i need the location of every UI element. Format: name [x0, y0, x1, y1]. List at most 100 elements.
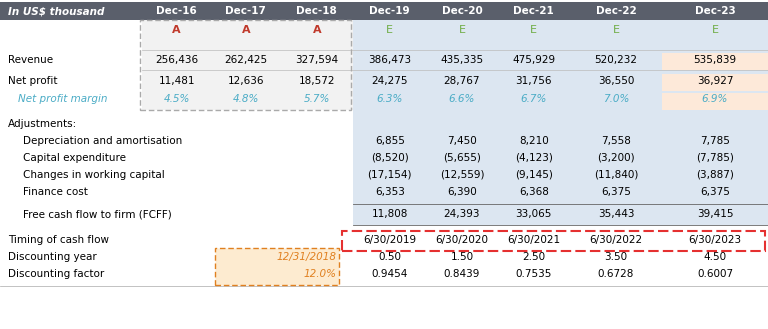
Text: 327,594: 327,594: [295, 55, 339, 65]
Text: 262,425: 262,425: [224, 55, 267, 65]
Text: 6.7%: 6.7%: [521, 94, 547, 104]
Text: 7,558: 7,558: [601, 136, 631, 146]
Text: E: E: [612, 25, 620, 35]
Text: Net profit: Net profit: [8, 76, 57, 86]
Text: 6,353: 6,353: [375, 187, 405, 196]
Text: A: A: [241, 25, 250, 35]
Bar: [142, 20, 353, 110]
Text: Timing of cash flow: Timing of cash flow: [8, 236, 109, 245]
Text: 0.50: 0.50: [379, 252, 401, 262]
Text: 18,572: 18,572: [299, 76, 335, 86]
Text: Dec-21: Dec-21: [513, 6, 554, 16]
Text: 24,393: 24,393: [444, 209, 480, 219]
Text: Dec-16: Dec-16: [156, 6, 197, 16]
Text: Finance cost: Finance cost: [23, 187, 88, 196]
Text: 6,375: 6,375: [601, 187, 631, 196]
Text: (8,520): (8,520): [371, 153, 409, 163]
Text: 4.5%: 4.5%: [164, 94, 190, 104]
Text: 28,767: 28,767: [444, 76, 480, 86]
Text: 6,368: 6,368: [519, 187, 548, 196]
Text: 0.6007: 0.6007: [697, 269, 733, 279]
Text: Capital expenditure: Capital expenditure: [23, 153, 126, 163]
Text: (3,200): (3,200): [598, 153, 634, 163]
Text: 39,415: 39,415: [697, 209, 733, 219]
Text: 7,450: 7,450: [447, 136, 477, 146]
Text: 6/30/2019: 6/30/2019: [363, 236, 416, 245]
Text: 4.8%: 4.8%: [233, 94, 259, 104]
Text: Dec-17: Dec-17: [225, 6, 266, 16]
Text: 6/30/2022: 6/30/2022: [589, 236, 643, 245]
Text: 11,481: 11,481: [158, 76, 195, 86]
Text: (11,840): (11,840): [594, 170, 638, 180]
Text: 31,756: 31,756: [515, 76, 552, 86]
Text: E: E: [458, 25, 465, 35]
Text: Dec-20: Dec-20: [442, 6, 482, 16]
Text: (7,785): (7,785): [696, 153, 734, 163]
Text: Revenue: Revenue: [8, 55, 53, 65]
Text: 36,927: 36,927: [697, 76, 733, 86]
Text: 12/31/2018: 12/31/2018: [276, 252, 336, 262]
Text: 0.8439: 0.8439: [444, 269, 480, 279]
Text: 7.0%: 7.0%: [603, 94, 629, 104]
Text: 4.50: 4.50: [703, 252, 727, 262]
Text: 35,443: 35,443: [598, 209, 634, 219]
Text: 475,929: 475,929: [512, 55, 555, 65]
Text: In US$ thousand: In US$ thousand: [8, 6, 104, 16]
Text: 535,839: 535,839: [694, 55, 737, 65]
Text: 0.7535: 0.7535: [515, 269, 552, 279]
Text: 5.7%: 5.7%: [303, 94, 330, 104]
Text: Adjustments:: Adjustments:: [8, 119, 77, 129]
Bar: [215, 247, 339, 285]
Text: Free cash flow to firm (FCFF): Free cash flow to firm (FCFF): [23, 209, 172, 219]
Text: (17,154): (17,154): [368, 170, 412, 180]
Text: (9,145): (9,145): [515, 170, 553, 180]
Bar: [342, 231, 765, 251]
Text: Net profit margin: Net profit margin: [18, 94, 108, 104]
Text: 2.50: 2.50: [522, 252, 545, 262]
Text: 386,473: 386,473: [368, 55, 412, 65]
Text: 6,855: 6,855: [375, 136, 405, 146]
Text: 12,636: 12,636: [227, 76, 264, 86]
Text: 1.50: 1.50: [450, 252, 474, 262]
Text: 24,275: 24,275: [372, 76, 408, 86]
Text: Depreciation and amortisation: Depreciation and amortisation: [23, 136, 182, 146]
Text: 256,436: 256,436: [155, 55, 198, 65]
Text: Discounting year: Discounting year: [8, 252, 97, 262]
Bar: [662, 53, 768, 70]
Bar: [0, 2, 768, 20]
Text: Changes in working capital: Changes in working capital: [23, 170, 165, 180]
Text: 6,390: 6,390: [447, 187, 477, 196]
Text: (5,655): (5,655): [443, 153, 481, 163]
Text: 7,785: 7,785: [700, 136, 730, 146]
Bar: [353, 20, 768, 225]
Text: 11,808: 11,808: [372, 209, 408, 219]
Text: Dec-23: Dec-23: [694, 6, 736, 16]
Text: 33,065: 33,065: [515, 209, 552, 219]
Text: 0.9454: 0.9454: [372, 269, 408, 279]
Text: A: A: [313, 25, 321, 35]
Bar: [140, 20, 351, 110]
Text: (3,887): (3,887): [696, 170, 734, 180]
Text: Dec-19: Dec-19: [369, 6, 410, 16]
Text: E: E: [386, 25, 393, 35]
Text: E: E: [711, 25, 719, 35]
Text: 435,335: 435,335: [440, 55, 484, 65]
Text: 6/30/2020: 6/30/2020: [435, 236, 488, 245]
Text: 0.6728: 0.6728: [598, 269, 634, 279]
Text: Dec-18: Dec-18: [296, 6, 337, 16]
Text: E: E: [530, 25, 538, 35]
Text: 6.9%: 6.9%: [702, 94, 728, 104]
Bar: [662, 74, 768, 91]
Text: 12.0%: 12.0%: [303, 269, 336, 279]
Text: 6/30/2023: 6/30/2023: [688, 236, 742, 245]
Text: 6,375: 6,375: [700, 187, 730, 196]
Text: 8,210: 8,210: [519, 136, 548, 146]
Text: 6.6%: 6.6%: [449, 94, 475, 104]
Bar: [662, 93, 768, 110]
Text: (12,559): (12,559): [440, 170, 484, 180]
Text: 520,232: 520,232: [594, 55, 637, 65]
Text: 6.3%: 6.3%: [376, 94, 403, 104]
Text: A: A: [172, 25, 181, 35]
Text: 3.50: 3.50: [604, 252, 627, 262]
Text: Dec-22: Dec-22: [595, 6, 637, 16]
